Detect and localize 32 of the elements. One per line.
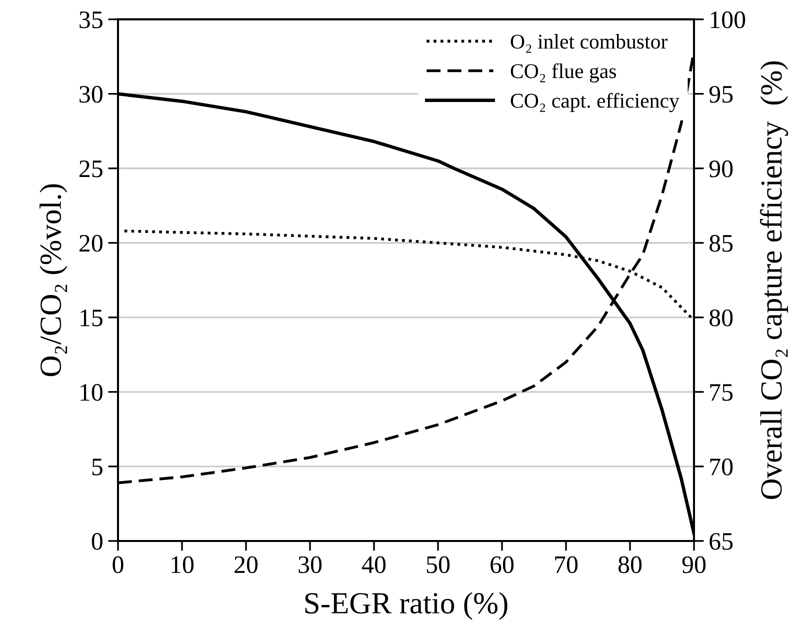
legend-label: CO₂ flue gas [510, 63, 616, 83]
y-tick-label: 30 [80, 86, 102, 103]
y2-axis-title: Overall CO₂ capture efficiency (%) [760, 61, 788, 499]
y2-tick-label: 95 [709, 86, 733, 103]
y-tick-label: 25 [80, 160, 102, 178]
x-tick-label: 60 [490, 556, 514, 574]
x-tick-label: 0 [112, 556, 124, 574]
x-tick-label: 80 [618, 556, 642, 574]
y-tick-label: 20 [80, 234, 102, 252]
y2-tick-label: 85 [710, 234, 733, 252]
y-tick-label: 35 [80, 11, 102, 28]
x-tick-label: 50 [426, 556, 450, 574]
y-tick-label: 5 [92, 458, 102, 476]
x-tick-label: 40 [362, 556, 386, 574]
y-tick-label: 10 [80, 384, 102, 401]
y-axis-title: O₂/CO₂ (%vol.) [40, 184, 68, 376]
y2-tick-label: 80 [710, 309, 733, 326]
x-tick-label: 20 [234, 556, 258, 574]
y2-tick-label: 75 [710, 384, 733, 401]
legend-label: O₂ inlet combustor [510, 34, 668, 53]
x-tick-label: 10 [172, 556, 194, 574]
y2-tick-label: 90 [709, 160, 733, 178]
x-tick-label: 30 [298, 556, 322, 574]
y-tick-label: 0 [92, 533, 102, 550]
y2-tick-label: 65 [710, 533, 733, 550]
x-axis-title: S-EGR ratio (%) [305, 592, 508, 620]
x-tick-label: 90 [682, 556, 706, 574]
y-tick-label: 15 [80, 310, 102, 326]
y2-tick-label: 100 [710, 11, 746, 28]
x-tick-label: 70 [555, 556, 578, 574]
legend-label: CO₂ capt. efficiency [510, 92, 680, 112]
y2-tick-label: 70 [710, 458, 733, 476]
